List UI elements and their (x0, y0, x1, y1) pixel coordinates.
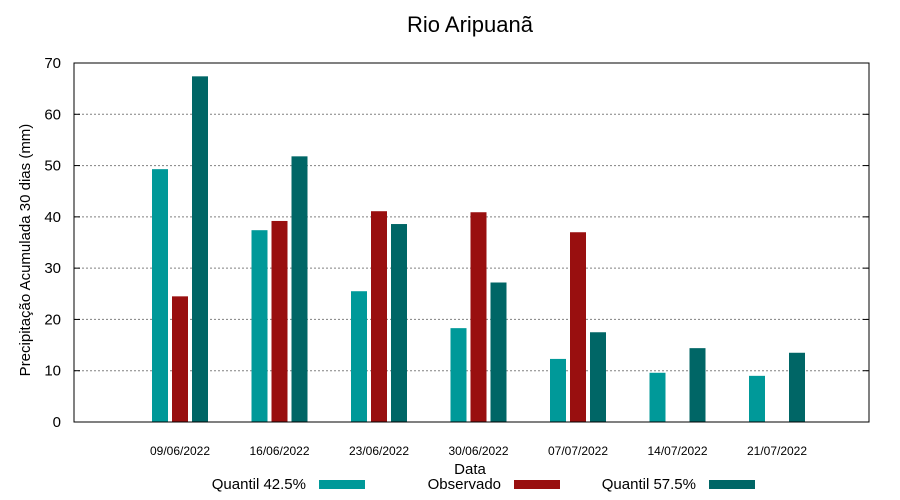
x-tick-label: 30/06/2022 (448, 444, 508, 458)
bar-quantil-42-5 (550, 358, 566, 422)
bar-quantil-42-5 (649, 372, 666, 422)
x-tick-label: 14/07/2022 (647, 444, 707, 458)
bar-quantil-42-5 (251, 230, 268, 422)
legend-swatch (514, 480, 560, 489)
bar-observado (172, 296, 188, 422)
chart-title: Rio Aripuanã (407, 12, 534, 37)
y-tick-label: 70 (44, 55, 61, 72)
legend-swatch (319, 480, 365, 489)
bar-quantil-57-5 (291, 156, 308, 422)
bar-observado (570, 232, 586, 422)
bar-quantil-57-5 (689, 348, 706, 422)
bar-quantil-42-5 (749, 375, 765, 422)
legend-label: Observado (428, 476, 501, 493)
y-tick-label: 10 (44, 363, 61, 380)
x-tick-label: 16/06/2022 (249, 444, 309, 458)
bar-quantil-57-5 (590, 332, 606, 422)
x-tick-label: 07/07/2022 (548, 444, 608, 458)
y-axis-label: Precipitação Acumulada 30 dias (mm) (17, 124, 34, 377)
x-tick-label: 23/06/2022 (349, 444, 409, 458)
bar-quantil-57-5 (789, 352, 805, 422)
y-tick-label: 0 (53, 414, 61, 431)
bar-observado (271, 220, 288, 422)
legend-label: Quantil 42.5% (212, 476, 306, 493)
legend-swatch (709, 480, 755, 489)
legend: Quantil 42.5% Observado Quantil 57.5% (212, 476, 755, 493)
bar-quantil-57-5 (192, 76, 208, 422)
y-tick-label: 50 (44, 158, 61, 175)
bar-quantil-42-5 (351, 291, 367, 422)
legend-label: Quantil 57.5% (602, 476, 696, 493)
bars (152, 76, 805, 422)
bar-quantil-57-5 (391, 224, 407, 422)
y-tick-label: 20 (44, 311, 61, 328)
plot-area (73, 62, 870, 423)
bar-observado (371, 211, 387, 422)
bar-observado (470, 212, 487, 422)
bar-quantil-42-5 (450, 328, 467, 422)
y-tick-label: 60 (44, 106, 61, 123)
y-axis: 0 10 20 30 40 50 60 70 (44, 55, 869, 431)
x-axis-label: Data (454, 461, 486, 478)
y-tick-label: 30 (44, 260, 61, 277)
x-tick-label: 21/07/2022 (747, 444, 807, 458)
x-axis: 09/06/2022 16/06/2022 23/06/2022 30/06/2022… (150, 444, 807, 458)
y-tick-label: 40 (44, 209, 61, 226)
x-tick-label: 09/06/2022 (150, 444, 210, 458)
bar-quantil-57-5 (490, 282, 507, 422)
bar-quantil-42-5 (152, 169, 168, 422)
